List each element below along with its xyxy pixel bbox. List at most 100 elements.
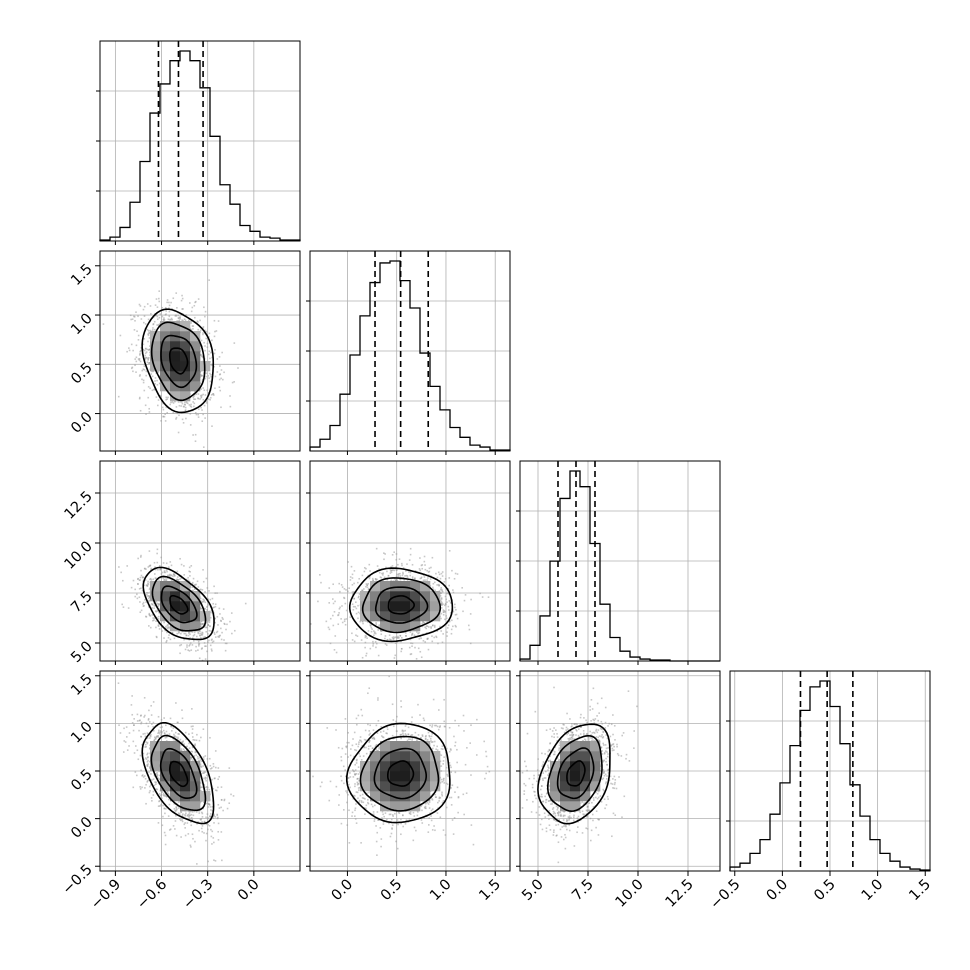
sample-point <box>191 644 194 646</box>
sample-point <box>325 620 328 623</box>
sample-point <box>386 638 389 641</box>
sample-point <box>329 617 332 620</box>
sample-point <box>137 557 139 560</box>
sample-point <box>217 320 220 322</box>
sample-point <box>143 321 145 324</box>
sample-point <box>184 648 187 651</box>
sample-point <box>216 371 219 373</box>
sample-point <box>166 574 169 577</box>
sample-point <box>358 595 360 598</box>
sample-point <box>152 327 154 329</box>
sample-point <box>346 639 348 641</box>
sample-point <box>139 350 141 353</box>
sample-point <box>118 566 120 568</box>
contour-level <box>348 567 454 643</box>
sample-point <box>138 396 141 399</box>
density-bin <box>170 351 181 362</box>
density-bin <box>180 391 191 402</box>
sample-point <box>329 642 332 645</box>
sample-point <box>171 307 173 310</box>
sample-point <box>138 303 141 306</box>
sample-point <box>157 805 160 807</box>
sample-point <box>157 615 160 618</box>
sample-point <box>178 632 180 634</box>
sample-point <box>448 577 451 579</box>
sample-point <box>143 567 146 570</box>
sample-point <box>176 412 179 415</box>
sample-point <box>157 603 160 605</box>
sample-point <box>447 624 450 627</box>
sample-point <box>143 357 146 359</box>
sample-point <box>200 648 203 650</box>
sample-point <box>180 577 183 579</box>
sample-point <box>152 323 155 326</box>
sample-point <box>199 624 202 626</box>
sample-point <box>353 597 355 600</box>
sample-point <box>200 607 203 610</box>
sample-point <box>149 626 152 629</box>
density-bin <box>380 581 391 592</box>
sample-point <box>201 409 203 411</box>
sample-point <box>201 394 203 397</box>
sample-point <box>142 576 145 579</box>
sample-point <box>165 579 168 582</box>
sample-point <box>191 745 194 748</box>
sample-point <box>142 601 145 604</box>
sample-point <box>214 617 217 620</box>
sample-point <box>169 403 171 406</box>
sample-point <box>440 592 443 594</box>
sample-point <box>207 604 209 606</box>
sample-point <box>193 402 196 405</box>
sample-point <box>374 640 377 643</box>
sample-point <box>358 593 361 595</box>
sample-point <box>147 340 149 343</box>
sample-point <box>199 622 202 624</box>
sample-point <box>206 346 209 348</box>
sample-point <box>150 568 152 571</box>
sample-point <box>154 573 156 575</box>
sample-point <box>212 393 215 395</box>
sample-point <box>468 628 471 631</box>
sample-point <box>201 812 204 815</box>
sample-point <box>145 356 148 359</box>
sample-point <box>214 592 217 594</box>
sample-point <box>355 601 357 604</box>
sample-point <box>396 636 399 639</box>
sample-point <box>144 354 146 357</box>
sample-point <box>162 815 164 818</box>
sample-point <box>213 585 215 588</box>
sample-point <box>155 600 158 603</box>
sample-point <box>189 586 192 589</box>
sample-point <box>390 639 392 641</box>
sample-point <box>452 625 454 628</box>
sample-point <box>135 356 138 359</box>
sample-point <box>167 575 169 578</box>
sample-point <box>209 357 211 360</box>
sample-point <box>158 731 160 733</box>
sample-point <box>131 318 134 320</box>
sample-point <box>185 417 187 420</box>
sample-point <box>163 415 166 418</box>
sample-point <box>138 579 141 582</box>
sample-point <box>138 596 141 599</box>
sample-point <box>365 585 367 588</box>
sample-point <box>214 636 217 638</box>
sample-point <box>203 777 205 780</box>
sample-point <box>202 413 204 416</box>
sample-point <box>199 782 202 784</box>
density-bin <box>390 601 401 612</box>
sample-point <box>212 394 215 396</box>
sample-point <box>374 578 377 580</box>
sample-point <box>170 564 173 567</box>
sample-point <box>442 603 444 606</box>
sample-point <box>168 626 170 629</box>
sample-point <box>145 374 147 377</box>
sample-point <box>123 740 126 742</box>
sample-point <box>434 589 436 592</box>
sample-point <box>183 565 185 567</box>
sample-point <box>393 569 396 572</box>
sample-point <box>155 783 157 785</box>
sample-point <box>204 315 206 318</box>
sample-point <box>426 579 428 581</box>
